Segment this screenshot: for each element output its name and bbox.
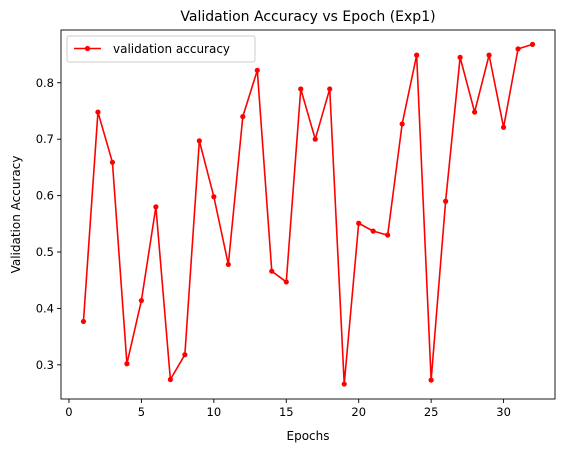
y-axis-ticks: 0.3 0.4 0.5 0.6 0.7 0.8 [36, 76, 61, 372]
x-tick-label: 0 [65, 405, 72, 419]
x-axis-label: Epochs [287, 429, 330, 443]
data-point [356, 220, 362, 226]
y-tick-label: 0.4 [36, 301, 54, 315]
data-point [298, 86, 304, 92]
series-line [82, 43, 533, 385]
data-point [95, 109, 101, 115]
series-layer [80, 41, 536, 387]
x-axis-ticks: 0 5 10 15 20 25 30 [65, 399, 511, 419]
data-point [529, 41, 536, 47]
data-point [414, 52, 420, 58]
legend-entry-label: validation accuracy [113, 42, 230, 56]
data-point [167, 376, 173, 383]
x-tick-label: 15 [279, 405, 294, 419]
data-point [196, 138, 202, 144]
data-point [370, 228, 376, 234]
data-point [182, 352, 188, 358]
data-point [153, 204, 159, 210]
data-point [457, 54, 463, 60]
y-tick-label: 0.7 [36, 132, 54, 146]
chart-title: Validation Accuracy vs Epoch (Exp1) [180, 9, 435, 25]
data-point [240, 114, 246, 120]
y-tick-label: 0.5 [36, 245, 54, 259]
data-point [138, 297, 145, 304]
data-point [283, 279, 289, 285]
legend: validation accuracy [66, 35, 256, 63]
data-point [254, 67, 260, 73]
data-point [109, 159, 116, 165]
data-point [312, 136, 318, 142]
data-point [385, 232, 391, 238]
data-point [80, 318, 87, 325]
plot-frame [60, 29, 556, 400]
data-point [124, 361, 130, 367]
x-tick-label: 5 [138, 405, 145, 419]
x-tick-label: 25 [424, 405, 439, 419]
data-point [443, 198, 449, 204]
data-point [327, 86, 333, 92]
y-tick-label: 0.3 [36, 358, 54, 372]
data-point [471, 109, 478, 115]
legend-box [66, 35, 256, 63]
y-tick-label: 0.8 [36, 76, 54, 90]
legend-marker-swatch [84, 45, 91, 52]
data-point [211, 194, 217, 200]
data-point [486, 52, 492, 58]
y-tick-label: 0.6 [36, 189, 54, 203]
data-point [500, 124, 507, 130]
data-point [428, 377, 434, 383]
data-point [341, 381, 347, 387]
data-point [399, 121, 405, 127]
x-tick-label: 20 [351, 405, 366, 419]
y-axis-label: Validation Accuracy [9, 156, 23, 274]
data-point [225, 261, 231, 268]
data-point [515, 46, 521, 52]
data-point [269, 268, 275, 274]
x-tick-label: 30 [496, 405, 511, 419]
x-tick-label: 10 [207, 405, 222, 419]
